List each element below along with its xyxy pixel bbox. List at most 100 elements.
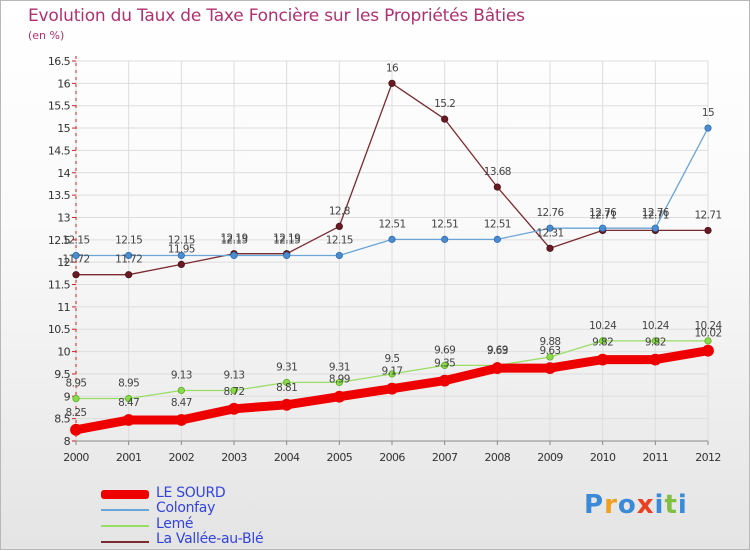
y-tick-label: 8.5 — [54, 413, 70, 426]
x-tick-label: 2011 — [643, 451, 669, 464]
x-tick-label: 2000 — [63, 451, 89, 464]
y-tick-label: 11.5 — [48, 279, 71, 292]
y-tick-label: 10.5 — [48, 323, 71, 336]
data-label-la-vallee-au-ble: 12.71 — [642, 209, 669, 221]
x-tick-label: 2008 — [485, 451, 511, 464]
data-point-la-vallee-au-ble — [125, 271, 133, 279]
data-label-leme: 10.24 — [589, 320, 617, 332]
data-label-leme: 9.69 — [434, 344, 455, 356]
data-point-leme — [72, 394, 80, 403]
data-point-colonfay — [125, 251, 133, 260]
data-point-le-sourd — [544, 362, 556, 375]
data-point-le-sourd — [175, 414, 188, 426]
data-label-la-vallee-au-ble: 15.2 — [434, 98, 455, 110]
x-tick-label: 2009 — [537, 451, 563, 464]
data-point-colonfay — [388, 235, 396, 243]
data-label-le-sourd: 8.47 — [171, 397, 192, 409]
data-point-le-sourd — [649, 353, 662, 366]
x-tick-label: 2010 — [590, 451, 616, 464]
data-label-la-vallee-au-ble: 13.68 — [484, 166, 511, 178]
data-label-le-sourd: 8.72 — [224, 386, 245, 398]
data-label-colonfay: 12.51 — [431, 218, 458, 230]
data-label-le-sourd: 9.63 — [540, 345, 561, 357]
legend-label-leme: Lemé — [156, 516, 194, 532]
data-point-colonfay — [283, 251, 291, 260]
data-point-colonfay — [599, 224, 607, 232]
data-label-la-vallee-au-ble: 16 — [386, 62, 399, 74]
data-label-la-vallee-au-ble: 12.71 — [694, 209, 721, 221]
y-tick-label: 9.5 — [54, 368, 70, 381]
chart-title: Evolution du Taux de Taxe Foncière sur l… — [28, 6, 525, 26]
data-label-colonfay: 12.76 — [589, 207, 617, 219]
x-tick-label: 2004 — [274, 451, 300, 464]
legend-swatch-le-sourd — [101, 490, 149, 499]
x-tick-label: 2007 — [432, 451, 458, 464]
data-point-le-sourd — [228, 402, 240, 415]
x-tick-label: 2012 — [695, 451, 721, 464]
data-point-leme — [230, 386, 238, 395]
data-labels-layer: 11.72 11.72 11.95 12.19 12.19 12.8 16 15.2 13.68… — [62, 62, 723, 418]
data-point-le-sourd — [438, 374, 451, 387]
y-tick-label: 9 — [64, 390, 71, 403]
data-label-colonfay: 12.15 — [326, 234, 353, 246]
data-label-le-sourd: 8.47 — [118, 397, 139, 409]
data-label-le-sourd: 9.82 — [592, 337, 613, 349]
y-tick-label: 13 — [57, 211, 70, 224]
data-point-le-sourd — [386, 382, 398, 395]
data-point-colonfay — [72, 251, 80, 260]
data-label-leme: 10.24 — [694, 320, 722, 332]
data-label-leme: 9.13 — [171, 369, 192, 381]
chart-unit-label: (en %) — [28, 29, 65, 42]
data-point-colonfay — [441, 235, 449, 243]
data-point-la-vallee-au-ble — [72, 271, 80, 279]
x-tick-label: 2001 — [116, 451, 142, 464]
y-tick-label: 12.5 — [48, 234, 71, 247]
y-tick-label: 12 — [57, 256, 70, 269]
legend-swatch-leme — [101, 525, 149, 527]
y-tick-label: 16.5 — [48, 55, 71, 68]
data-point-le-sourd — [333, 390, 346, 403]
data-label-colonfay: 12.76 — [642, 207, 670, 219]
y-tick-label: 15.5 — [48, 100, 71, 113]
x-tick-label: 2003 — [221, 451, 247, 464]
data-label-la-vallee-au-ble: 12.19 — [220, 233, 247, 245]
data-point-leme — [335, 378, 343, 387]
data-label-leme: 10.24 — [642, 320, 670, 332]
data-label-leme: 8.95 — [118, 378, 139, 390]
data-point-leme — [599, 337, 607, 345]
x-tick-label: 2002 — [169, 451, 195, 464]
data-point-leme — [546, 353, 554, 361]
data-point-la-vallee-au-ble — [335, 222, 343, 231]
x-tick-label: 2006 — [379, 451, 405, 464]
data-label-leme: 9.5 — [385, 353, 400, 365]
data-point-le-sourd — [491, 362, 504, 375]
data-point-colonfay — [651, 224, 659, 232]
y-tick-label: 14.5 — [48, 144, 71, 157]
data-point-leme — [125, 394, 133, 403]
data-label-le-sourd: 9.82 — [645, 337, 666, 349]
data-point-leme — [441, 361, 449, 370]
data-label-colonfay: 12.15 — [273, 234, 300, 246]
data-label-leme: 9.13 — [224, 369, 245, 381]
data-label-la-vallee-au-ble: 11.95 — [168, 243, 195, 255]
data-label-le-sourd: 9.63 — [487, 345, 508, 357]
data-point-colonfay — [177, 251, 185, 260]
data-point-la-vallee-au-ble — [493, 183, 501, 191]
data-label-colonfay: 12.76 — [536, 207, 564, 219]
data-point-la-vallee-au-ble — [388, 79, 396, 87]
legend-swatch-la-vallee-au-ble — [101, 541, 149, 543]
data-label-la-vallee-au-ble: 12.31 — [536, 227, 563, 239]
legend-label-la-vallee-au-ble: La Vallée-au-Blé — [156, 531, 264, 547]
data-point-la-vallee-au-ble — [704, 226, 712, 235]
data-point-la-vallee-au-ble — [177, 260, 185, 269]
data-label-la-vallee-au-ble: 12.71 — [589, 209, 616, 221]
data-label-leme: 9.31 — [329, 361, 350, 373]
data-label-leme: 9.88 — [540, 336, 561, 348]
data-point-colonfay — [493, 235, 501, 243]
y-tick-label: 14 — [57, 167, 70, 180]
legend-label-le-sourd: LE SOURD — [156, 485, 226, 501]
data-point-le-sourd — [702, 344, 714, 357]
data-label-colonfay: 12.15 — [115, 234, 142, 246]
data-label-le-sourd: 8.99 — [329, 374, 350, 386]
data-label-la-vallee-au-ble: 12.19 — [273, 233, 300, 245]
